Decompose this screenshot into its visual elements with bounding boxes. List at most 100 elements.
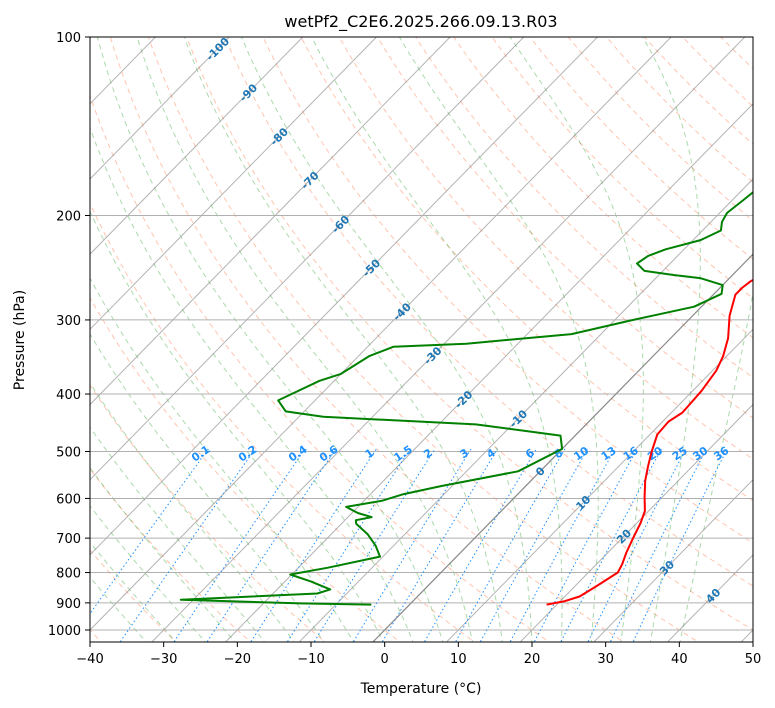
moist-adiabat xyxy=(679,290,753,642)
y-axis-label: Pressure (hPa) xyxy=(12,290,28,390)
x-tick-label: 50 xyxy=(745,652,762,667)
x-tick-label: 30 xyxy=(597,652,614,667)
moist-adiabat xyxy=(90,467,236,642)
x-axis-label: Temperature (°C) xyxy=(360,681,482,697)
mixing-ratio-line xyxy=(352,448,472,642)
isotherms xyxy=(90,37,753,642)
dry-adiabat xyxy=(746,24,775,645)
isotherm-line xyxy=(90,37,525,481)
y-tick-label: 700 xyxy=(56,532,81,547)
dry-adiabat xyxy=(186,37,753,631)
mixing-ratio-label: 36 xyxy=(711,444,731,464)
dry-adiabat xyxy=(224,37,753,587)
moist-adiabat xyxy=(642,37,701,642)
moist-adiabat xyxy=(90,276,355,642)
mixing-ratio-label: 2 xyxy=(421,446,435,461)
dewpoint-line xyxy=(179,190,753,606)
moist-adiabat xyxy=(241,37,533,642)
mixing-ratio-line xyxy=(533,448,638,642)
isotherm-line xyxy=(740,629,753,642)
moist-adiabat xyxy=(90,333,325,642)
y-tick-label: 100 xyxy=(56,31,81,46)
dry-adiabat xyxy=(262,37,753,544)
mixing-ratio-lines xyxy=(90,448,728,642)
dry-adiabat xyxy=(643,37,753,145)
mixing-ratio-line xyxy=(119,448,256,642)
mixing-ratio-line xyxy=(381,448,499,642)
y-axis: 1000 900 800 700 600 500 400 300 200 100 xyxy=(48,31,90,639)
y-tick-label: 500 xyxy=(56,445,81,460)
mixing-ratio-line xyxy=(173,448,306,642)
mixing-ratio-line xyxy=(609,448,707,642)
isotherm-line xyxy=(90,37,378,331)
mixing-ratio-line xyxy=(313,448,436,642)
mixing-ratio-line xyxy=(206,448,337,642)
dry-adiabat xyxy=(90,468,252,642)
dry-adiabat xyxy=(109,37,625,642)
dry-adiabat xyxy=(415,37,753,379)
mixing-ratio-label: 1 xyxy=(363,446,377,461)
mixing-ratio-label: 6 xyxy=(523,446,537,461)
x-tick-label: 40 xyxy=(671,652,688,667)
dry-adiabat xyxy=(720,37,753,70)
mixing-ratio-line xyxy=(90,448,209,615)
moist-adiabats xyxy=(90,37,753,642)
temperature-line xyxy=(546,278,753,606)
dry-adiabat xyxy=(90,296,401,642)
x-axis: −40 −30 −20 −10 0 10 20 30 40 50 xyxy=(76,642,761,667)
isotherm-line xyxy=(90,37,304,255)
y-tick-label: 1000 xyxy=(48,624,81,639)
isotherm-line xyxy=(151,37,746,642)
moist-adiabat xyxy=(136,37,474,642)
dry-adiabat xyxy=(90,94,551,642)
dry-adiabat xyxy=(453,37,753,339)
moist-adiabat xyxy=(311,37,563,642)
y-tick-label: 800 xyxy=(56,567,81,582)
plot-frame xyxy=(89,36,754,643)
dry-adiabat xyxy=(682,37,753,108)
moist-adiabat xyxy=(90,210,384,642)
isotherm-line xyxy=(298,178,753,642)
isotherm-line xyxy=(593,478,753,642)
mixing-ratio-line xyxy=(632,448,728,642)
isotherm-line xyxy=(90,37,451,406)
isotherm-line xyxy=(90,37,230,180)
y-tick-label: 400 xyxy=(56,388,81,403)
mixing-ratio-label: 0.6 xyxy=(317,443,341,465)
mixing-ratio-label: 25 xyxy=(670,444,690,463)
isotherm-line xyxy=(666,554,753,642)
x-tick-label: −20 xyxy=(224,652,251,667)
isobars xyxy=(90,37,753,631)
dry-adiabat xyxy=(300,37,753,502)
mixing-ratio-line xyxy=(479,448,589,642)
mixing-ratio-line xyxy=(286,448,411,642)
dry-adiabat xyxy=(338,37,753,460)
mixing-ratio-label: 1.5 xyxy=(392,443,415,465)
mixing-ratio-label: 0.1 xyxy=(189,443,212,465)
mixing-ratio-line xyxy=(587,448,687,642)
moist-adiabat xyxy=(183,37,503,642)
mixing-ratio-label: 20 xyxy=(645,444,665,464)
moist-adiabat xyxy=(90,426,266,642)
x-tick-label: 10 xyxy=(450,652,467,667)
isotherm-line xyxy=(519,403,753,642)
y-tick-label: 200 xyxy=(56,210,81,225)
moist-adiabat xyxy=(90,382,295,642)
moist-adiabat xyxy=(90,505,206,642)
dry-adiabat xyxy=(147,37,700,642)
isotherm-line xyxy=(90,37,599,556)
moist-adiabat xyxy=(96,37,444,642)
mixing-ratio-line xyxy=(250,448,377,642)
isotherm-line xyxy=(445,328,753,642)
zero-isotherm-line xyxy=(372,253,753,642)
isotherm-line xyxy=(90,37,672,631)
x-tick-label: −40 xyxy=(76,652,103,667)
isotherm-label: -100 xyxy=(204,35,233,64)
mixing-ratio-label: 0.4 xyxy=(286,443,310,465)
chart-title: wetPf2_C2E6.2025.266.09.13.R03 xyxy=(284,12,557,32)
mixing-ratio-label: 3 xyxy=(458,446,472,461)
moist-adiabat xyxy=(398,37,599,642)
y-tick-label: 600 xyxy=(56,492,81,507)
zero-isotherm xyxy=(372,253,753,642)
